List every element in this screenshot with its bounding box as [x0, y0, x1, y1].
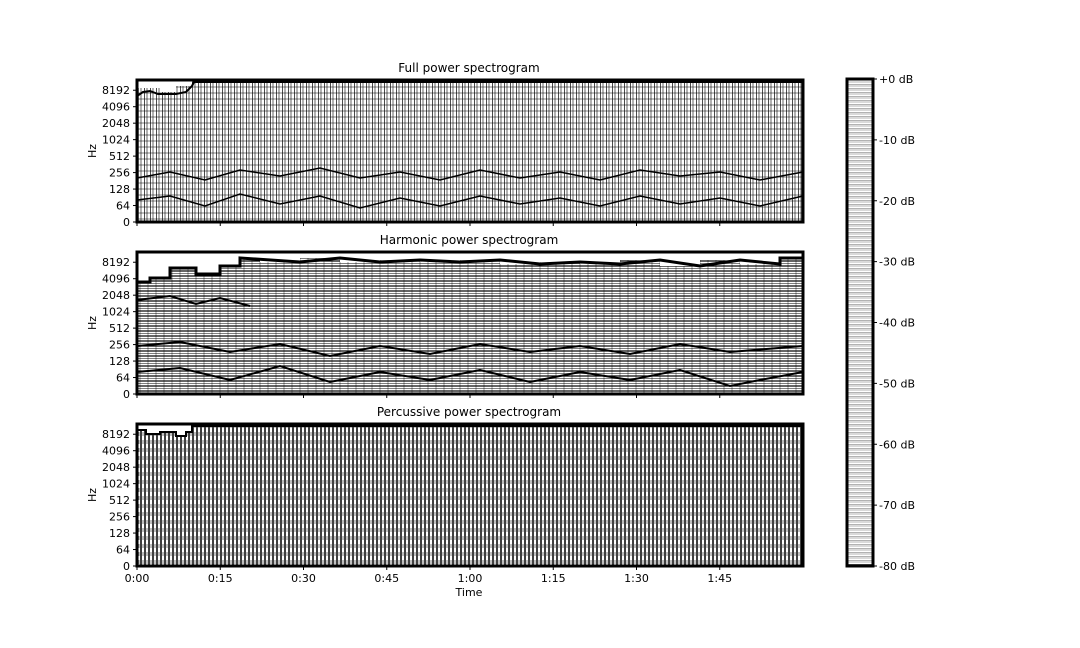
spectrogram-contour [136, 167, 804, 181]
colorbar-tick-label: -10 dB [879, 134, 915, 147]
x-tick-label: 0:00 [125, 572, 150, 585]
panel-title: Percussive power spectrogram [377, 405, 561, 419]
spectrogram-contour [137, 425, 803, 437]
spectrogram-image [137, 252, 803, 394]
panel-title: Harmonic power spectrogram [380, 233, 559, 247]
colorbar-tick-label: -50 dB [879, 377, 915, 390]
y-tick-label: 2048 [102, 289, 130, 302]
y-axis-label: Hz [86, 488, 99, 502]
spectrogram-image [137, 424, 803, 566]
x-axis-label: Time [455, 586, 483, 599]
panel-title: Full power spectrogram [398, 61, 539, 75]
colorbar-gradient [847, 79, 873, 566]
colorbar-tick-label: +0 dB [879, 73, 913, 86]
y-tick-label: 0 [123, 216, 130, 229]
colorbar-tick-label: -30 dB [879, 256, 915, 269]
y-tick-label: 2048 [102, 461, 130, 474]
y-tick-label: 128 [109, 183, 130, 196]
spectrogram-contour [137, 256, 803, 284]
y-tick-label: 64 [116, 544, 130, 557]
panel-harmonic: Harmonic power spectrogram Hz 0 64 128 256 5… [86, 233, 805, 401]
x-tick-label: 1:30 [624, 572, 649, 585]
spectrogram-contour [136, 340, 804, 358]
y-tick-label: 4096 [102, 445, 130, 458]
colorbar-tick-label: -20 dB [879, 195, 915, 208]
y-axis-label: Hz [86, 144, 99, 158]
spectrogram-contour [136, 294, 251, 307]
spectrogram-mask [137, 252, 803, 282]
x-tick-label: 1:00 [458, 572, 483, 585]
colorbar-tick-label: -80 dB [879, 560, 915, 573]
y-tick-label: 1024 [102, 478, 130, 491]
colorbar-tick-label: -60 dB [879, 438, 915, 451]
y-tick-label: 128 [109, 355, 130, 368]
y-tick-label: 8192 [102, 428, 130, 441]
x-tick-label: 0:15 [208, 572, 233, 585]
spectrogram-mask [137, 80, 192, 92]
y-tick-label: 256 [109, 511, 130, 524]
y-tick-label: 2048 [102, 117, 130, 130]
y-tick-label: 8192 [102, 84, 130, 97]
y-tick-label: 8192 [102, 256, 130, 269]
y-tick-label: 64 [116, 200, 130, 213]
y-tick-label: 128 [109, 527, 130, 540]
x-tick-label: 1:45 [707, 572, 732, 585]
y-tick-label: 512 [109, 494, 130, 507]
spectrogram-contour [136, 364, 804, 388]
y-tick-label: 256 [109, 167, 130, 180]
y-tick-label: 256 [109, 339, 130, 352]
y-tick-label: 4096 [102, 273, 130, 286]
colorbar-tick-label: -70 dB [879, 499, 915, 512]
y-tick-label: 64 [116, 372, 130, 385]
colorbar-tick-label: -40 dB [879, 317, 915, 330]
colorbar: +0 dB -10 dB -20 dB -30 dB -40 dB -50 dB -60 d… [845, 73, 915, 573]
x-tick-label: 0:45 [374, 572, 399, 585]
panel-percussive: Percussive power spectrogram Hz 0 64 128 25… [86, 405, 805, 573]
y-tick-label: 512 [109, 322, 130, 335]
y-tick-label: 4096 [102, 101, 130, 114]
y-tick-label: 512 [109, 150, 130, 163]
x-axis: 0:00 0:15 0:30 0:45 1:00 1:15 1:30 1:45 [125, 222, 732, 585]
y-tick-label: 1024 [102, 306, 130, 319]
x-tick-label: 1:15 [541, 572, 566, 585]
panel-full: Full power spectrogram Hz 0 64 128 256 512 10… [86, 61, 805, 229]
y-axis-label: Hz [86, 316, 99, 330]
x-tick-label: 0:30 [291, 572, 316, 585]
y-tick-label: 1024 [102, 134, 130, 147]
y-tick-label: 0 [123, 388, 130, 401]
spectrogram-contour [136, 193, 804, 209]
y-tick-label: 0 [123, 560, 130, 573]
spectrogram-contour [136, 81, 803, 97]
